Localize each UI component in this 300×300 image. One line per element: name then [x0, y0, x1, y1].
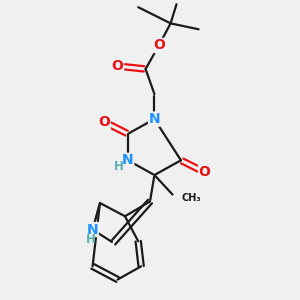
- Text: N: N: [87, 223, 98, 236]
- Text: O: O: [199, 165, 210, 179]
- Text: N: N: [148, 112, 160, 126]
- Text: N: N: [122, 153, 134, 167]
- Text: O: O: [98, 115, 110, 129]
- Text: CH₃: CH₃: [182, 193, 201, 203]
- Text: O: O: [153, 38, 165, 52]
- Text: H: H: [114, 160, 123, 173]
- Text: O: O: [112, 59, 124, 73]
- Text: H: H: [86, 233, 96, 246]
